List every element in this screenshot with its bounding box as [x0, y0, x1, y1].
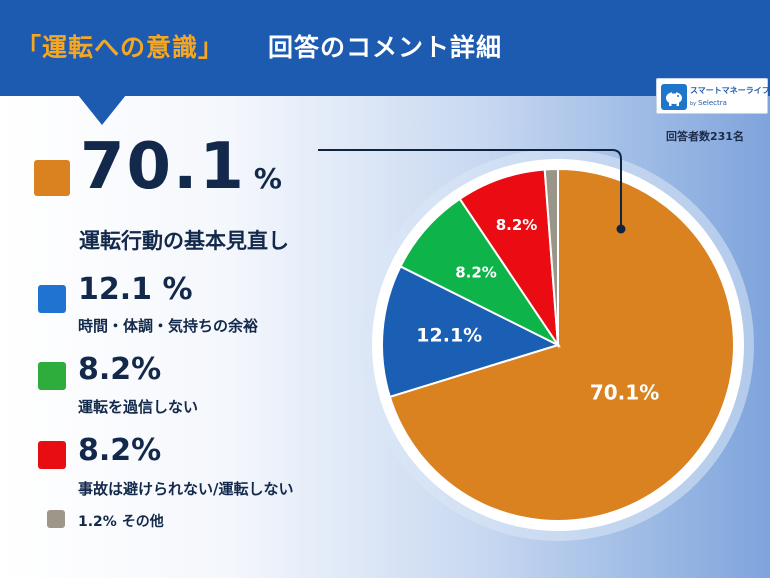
header-pointer — [78, 95, 126, 125]
pie-halo — [362, 149, 754, 541]
legend-swatch — [38, 362, 66, 390]
pie-slices — [381, 167, 735, 522]
pie-slice-label: 12.1% — [416, 325, 482, 347]
pie-slice-label: 70.1% — [590, 381, 659, 405]
legend-percent-unit: % — [253, 162, 282, 195]
logo-by: by — [690, 101, 697, 107]
pie-slice-label: 8.2% — [455, 263, 497, 281]
legend-swatch — [34, 160, 70, 196]
pie-slice — [388, 167, 735, 522]
logo-selectra: Selectra — [698, 99, 727, 107]
legend-label-small: 1.2% その他 — [78, 511, 164, 531]
logo-brand-text: スマートマネーライフ — [690, 86, 770, 95]
callout-line — [318, 149, 622, 226]
callout-dot — [616, 224, 626, 234]
legend-label: 運転行動の基本見直し — [79, 229, 289, 253]
logo-sub-text: by Selectra — [690, 99, 727, 107]
pie-slice-label: 8.2% — [496, 216, 538, 234]
pie-labels: 70.1% 12.1% 8.2% 8.2% — [416, 216, 659, 405]
title-accent: 「運転への意識」 — [16, 33, 225, 62]
respondent-count: 回答者数231名 — [666, 130, 744, 143]
piggy-bank-icon — [661, 84, 687, 110]
legend-percent: 70.1% — [80, 130, 282, 204]
legend-label: その他 — [121, 514, 164, 530]
pie-ring — [372, 159, 744, 531]
legend-label: 時間・体調・気持ちの余裕 — [78, 317, 259, 335]
legend-label: 事故は避けられない/運転しない — [78, 480, 294, 498]
legend-swatch — [47, 510, 65, 528]
header-banner: 「運転への意識」 回答のコメント詳細 — [0, 0, 770, 96]
legend-percent: 8.2% — [78, 433, 162, 468]
legend-percent-value: 70.1 — [80, 130, 246, 204]
pie-slice — [399, 197, 561, 348]
pie-slice — [381, 265, 561, 399]
legend-percent: 12.1 % — [78, 272, 193, 307]
legend-percent: 1.2% — [78, 514, 117, 530]
brand-logo: スマートマネーライフ by Selectra — [656, 78, 770, 114]
page-title: 回答のコメント詳細 — [268, 33, 503, 62]
legend-swatch — [38, 285, 66, 313]
pie-slice — [543, 167, 559, 346]
legend-label: 運転を過信しない — [78, 398, 199, 416]
legend-percent: 8.2% — [78, 352, 162, 387]
legend-swatch — [38, 441, 66, 469]
pie-slice — [458, 168, 560, 349]
